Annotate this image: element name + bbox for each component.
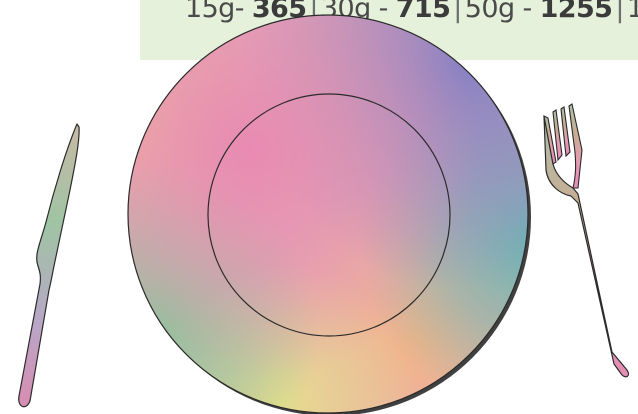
tier-100g: 100g -	[626, 0, 638, 24]
knife-icon	[18, 123, 80, 408]
plate-icon	[127, 14, 531, 414]
fork-icon	[543, 103, 630, 378]
tier-15g: 15g- 365	[185, 0, 307, 24]
tier-50g: 50g - 1255	[464, 0, 613, 24]
